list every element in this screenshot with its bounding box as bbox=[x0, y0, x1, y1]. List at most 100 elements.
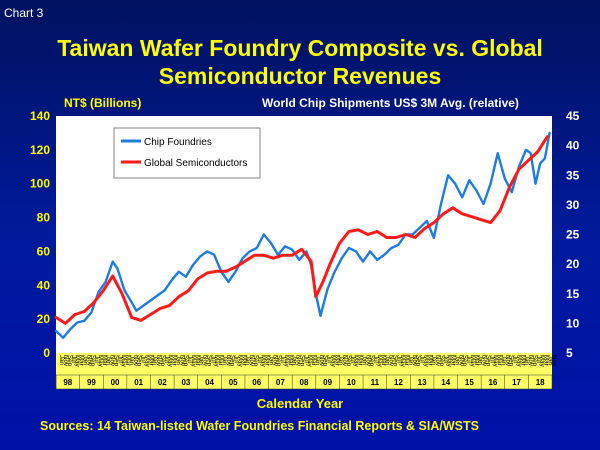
month-tick-label: Nov bbox=[109, 355, 116, 367]
month-tick-label: Nov bbox=[364, 355, 371, 367]
month-tick-label: Jul bbox=[349, 355, 356, 363]
month-tick-label: Jul bbox=[209, 355, 216, 363]
month-tick-label: Jan bbox=[477, 355, 484, 366]
right-tick-label: 5 bbox=[566, 346, 573, 360]
year-label: 08 bbox=[300, 378, 309, 387]
year-label: 13 bbox=[418, 378, 427, 387]
month-tick-label: Nov bbox=[388, 355, 395, 367]
year-label: 03 bbox=[181, 378, 190, 387]
left-tick-label: 120 bbox=[30, 143, 50, 157]
left-tick-label: 100 bbox=[30, 177, 50, 191]
month-tick-label: Nov bbox=[62, 355, 69, 367]
x-axis-label: Calendar Year bbox=[256, 396, 344, 411]
month-tick-label: Sep bbox=[391, 355, 398, 367]
month-tick-label: Mar bbox=[543, 355, 550, 366]
month-tick-label: Jan bbox=[58, 355, 65, 366]
month-tick-label: Mar bbox=[333, 355, 340, 366]
month-tick-label: Sep bbox=[368, 355, 375, 367]
year-label: 09 bbox=[323, 378, 332, 387]
month-tick-label: Mar bbox=[240, 355, 247, 366]
month-tick-label: May bbox=[190, 355, 197, 368]
month-tick-label: Jan bbox=[81, 355, 88, 366]
month-tick-label: Nov bbox=[527, 355, 534, 367]
month-tick-label: Mar bbox=[124, 355, 131, 366]
month-tick-label: Sep bbox=[112, 355, 119, 367]
legend: Chip Foundries Global Semiconductors bbox=[113, 127, 261, 179]
year-label: 06 bbox=[252, 378, 261, 387]
month-tick-label: Jan bbox=[314, 355, 321, 366]
year-label: 99 bbox=[87, 378, 96, 387]
right-tick-label: 25 bbox=[566, 228, 580, 242]
month-tick-label: Mar bbox=[101, 355, 108, 366]
month-tick-label: Nov bbox=[248, 355, 255, 367]
series-line-global-semiconductors bbox=[54, 135, 549, 325]
year-label: 00 bbox=[111, 378, 120, 387]
month-tick-label: Jul bbox=[186, 355, 193, 363]
month-tick-label: Mar bbox=[287, 355, 294, 366]
right-axis: 5 10 15 20 25 30 35 40 45 bbox=[566, 109, 580, 360]
series-lines bbox=[54, 131, 551, 339]
month-tick-label: Nov bbox=[132, 355, 139, 367]
month-tick-label: Nov bbox=[434, 355, 441, 367]
month-tick-label: Nov bbox=[295, 355, 302, 367]
month-tick-label: Jul bbox=[442, 355, 449, 363]
month-tick-label: Mar bbox=[217, 355, 224, 366]
month-tick-label: Sep bbox=[298, 355, 305, 367]
month-tick-label: Nov bbox=[202, 355, 209, 367]
month-tick-label: May bbox=[306, 355, 313, 368]
month-tick-label: May bbox=[167, 355, 174, 368]
month-tick-label: Sep bbox=[252, 355, 259, 367]
right-tick-label: 10 bbox=[566, 316, 580, 330]
month-tick-label: Mar bbox=[264, 355, 271, 366]
month-tick-label: Jul bbox=[279, 355, 286, 363]
month-tick-label: Jan bbox=[384, 355, 391, 366]
month-tick-label: Jan bbox=[500, 355, 507, 366]
month-tick-label: Sep bbox=[89, 355, 96, 367]
right-tick-label: 40 bbox=[566, 139, 580, 153]
month-tick-label: May bbox=[446, 355, 453, 368]
month-tick-label: Jul bbox=[488, 355, 495, 363]
chart-title-line2: Semiconductor Revenues bbox=[158, 63, 442, 89]
month-tick-label: Mar bbox=[310, 355, 317, 366]
month-tick-label: Sep bbox=[508, 355, 515, 367]
month-tick-label: Mar bbox=[171, 355, 178, 366]
month-tick-label: Sep bbox=[461, 355, 468, 367]
month-tick-label: May bbox=[353, 355, 360, 368]
year-label: 02 bbox=[158, 378, 167, 387]
legend-label-foundries: Chip Foundries bbox=[144, 137, 212, 148]
month-tick-label: Sep bbox=[531, 355, 538, 367]
month-tick-label: May bbox=[422, 355, 429, 368]
month-tick-label: May bbox=[143, 355, 150, 368]
month-tick-label: Nov bbox=[178, 355, 185, 367]
month-tick-label: May bbox=[376, 355, 383, 368]
month-tick-label: Sep bbox=[415, 355, 422, 367]
month-tick-label: Mar bbox=[403, 355, 410, 366]
month-tick-label: Nov bbox=[271, 355, 278, 367]
year-label: 16 bbox=[488, 378, 497, 387]
month-tick-label: Jan bbox=[174, 355, 181, 366]
month-tick-label: Jan bbox=[267, 355, 274, 366]
right-axis-unit-label: World Chip Shipments US$ 3M Avg. (relati… bbox=[262, 96, 519, 110]
year-label: 05 bbox=[229, 378, 238, 387]
month-tick-label: Sep bbox=[484, 355, 491, 367]
month-tick-label: Jan bbox=[360, 355, 367, 366]
month-tick-label: May bbox=[539, 355, 546, 368]
month-tick-label: Jul bbox=[372, 355, 379, 363]
left-axis-unit-label: NT$ (Billions) bbox=[64, 96, 142, 110]
month-tick-label: Jan bbox=[244, 355, 251, 366]
month-tick-label: Jul bbox=[326, 355, 333, 363]
month-tick-label: May bbox=[97, 355, 104, 368]
month-tick-label: May bbox=[213, 355, 220, 368]
month-tick-label: Jul bbox=[395, 355, 402, 363]
month-tick-label: Jul bbox=[419, 355, 426, 363]
month-tick-label: Nov bbox=[481, 355, 488, 367]
month-tick-label: Sep bbox=[229, 355, 236, 367]
month-tick-label: Nov bbox=[504, 355, 511, 367]
month-tick-label: Sep bbox=[66, 355, 73, 367]
month-tick-label: Jul bbox=[93, 355, 100, 363]
year-label: 04 bbox=[205, 378, 214, 387]
month-tick-label: May bbox=[515, 355, 522, 368]
month-tick-label: Jul bbox=[302, 355, 309, 363]
month-tick-label: May bbox=[236, 355, 243, 368]
